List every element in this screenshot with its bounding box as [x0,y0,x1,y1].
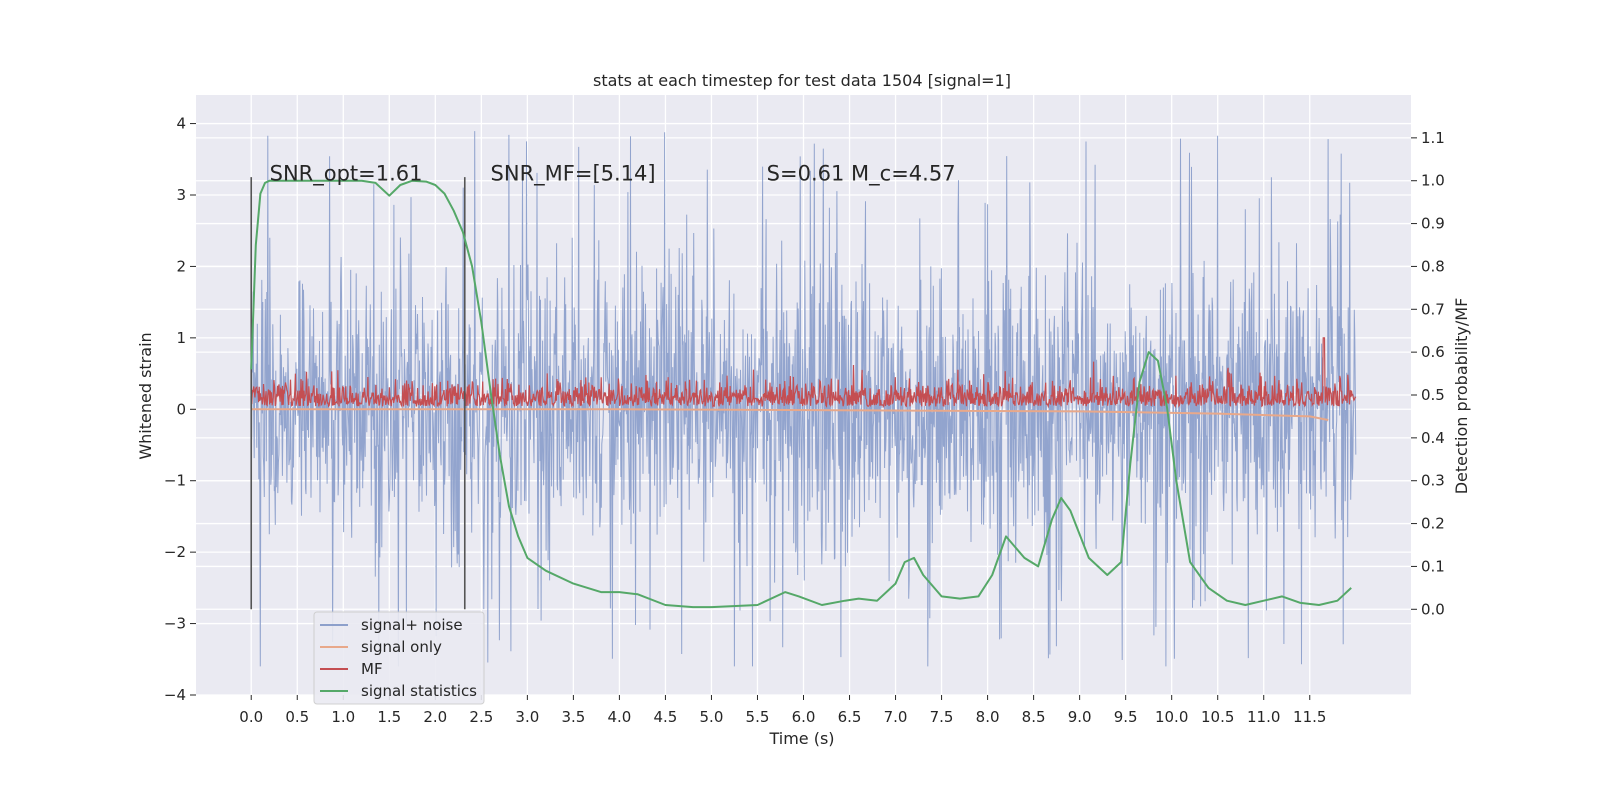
x-tick-8: 4.0 [607,708,631,726]
x-axis-label: Time (s) [768,729,834,748]
x-tick-1: 0.5 [285,708,309,726]
x-tick-4: 2.0 [423,708,447,726]
legend-label-0: signal+ noise [361,616,463,634]
y-right-tick-5: 0.6 [1421,343,1445,361]
y-left-tick-2: 2 [176,257,186,275]
legend-label-3: signal statistics [361,682,477,700]
y-right-tick-7: 0.4 [1421,429,1445,447]
y-right-tick-labels: 1.1 1.0 0.9 0.8 0.7 0.6 0.5 0.4 0.3 0.2 0.1 0.0 [1411,129,1445,618]
vertical-markers [250,177,466,610]
x-tick-19: 9.5 [1114,708,1138,726]
x-tick-12: 6.0 [792,708,816,726]
x-tick-17: 8.5 [1022,708,1046,726]
x-tick-21: 10.5 [1201,708,1234,726]
y-left-tick-6: −2 [164,543,186,561]
series-signal-noise [250,131,1357,667]
y-left-axis-label: Whitened strain [136,332,155,459]
x-tick-11: 5.5 [746,708,770,726]
series-mf [250,337,1357,409]
y-left-tick-1: 3 [176,186,186,204]
y-right-tick-10: 0.1 [1421,557,1445,575]
x-tick-2: 1.0 [331,708,355,726]
annotation-0: SNR_opt=1.61 [270,162,423,187]
x-tick-16: 8.0 [976,708,1000,726]
y-right-tick-9: 0.2 [1421,515,1445,533]
y-right-tick-0: 1.1 [1421,129,1445,147]
y-right-tick-6: 0.5 [1421,386,1445,404]
x-tick-5: 2.5 [469,708,493,726]
signal-statistics-line [250,179,1352,609]
y-right-tick-1: 1.0 [1421,172,1445,190]
chart-title: stats at each timestep for test data 150… [593,71,1011,90]
mf-line [250,337,1357,409]
x-tick-9: 4.5 [654,708,678,726]
y-left-tick-3: 1 [176,329,186,347]
legend-label-1: signal only [361,638,442,656]
x-tick-3: 1.5 [377,708,401,726]
x-tick-22: 11.0 [1247,708,1280,726]
y-left-tick-0: 4 [176,115,186,133]
y-left-tick-8: −4 [164,686,186,704]
y-left-tick-labels: 4 3 2 1 0 −1 −2 −3 −4 [164,115,196,704]
x-tick-0: 0.0 [239,708,263,726]
y-right-tick-4: 0.7 [1421,300,1445,318]
x-tick-20: 10.0 [1155,708,1188,726]
series-signal-only [251,408,1329,421]
x-tick-6: 3.0 [515,708,539,726]
x-tick-18: 9.0 [1068,708,1092,726]
series-signal-statistics [250,179,1352,609]
signal-only-line [251,408,1329,421]
y-left-tick-4: 0 [176,400,186,418]
legend-label-2: MF [361,660,383,678]
x-tick-13: 6.5 [838,708,862,726]
x-tick-23: 11.5 [1293,708,1326,726]
y-right-tick-3: 0.8 [1421,257,1445,275]
y-left-tick-5: −1 [164,472,186,490]
x-tick-10: 5.0 [700,708,724,726]
legend-box [313,611,485,705]
annotation-2: S=0.61 M_c=4.57 [767,162,956,187]
x-tick-labels: 0.0 0.5 1.0 1.5 2.0 2.5 3.0 3.5 4.0 4.5 5.0 5.5 6.0 6… [239,695,1326,726]
y-right-tick-8: 0.3 [1421,472,1445,490]
noise-line [250,131,1357,667]
legend: signal+ noise signal only MF signal statist… [313,611,485,705]
x-tick-7: 3.5 [561,708,585,726]
annotations: SNR_opt=1.61 SNR_MF=[5.14] S=0.61 M_c=4.57 [270,162,956,187]
y-right-tick-11: 0.0 [1421,600,1445,618]
annotation-1: SNR_MF=[5.14] [491,162,656,187]
y-left-tick-7: −3 [164,615,186,633]
x-tick-15: 7.5 [930,708,954,726]
x-tick-14: 7.0 [884,708,908,726]
y-right-axis-label: Detection probability/MF [1452,298,1471,495]
y-right-tick-2: 0.9 [1421,215,1445,233]
